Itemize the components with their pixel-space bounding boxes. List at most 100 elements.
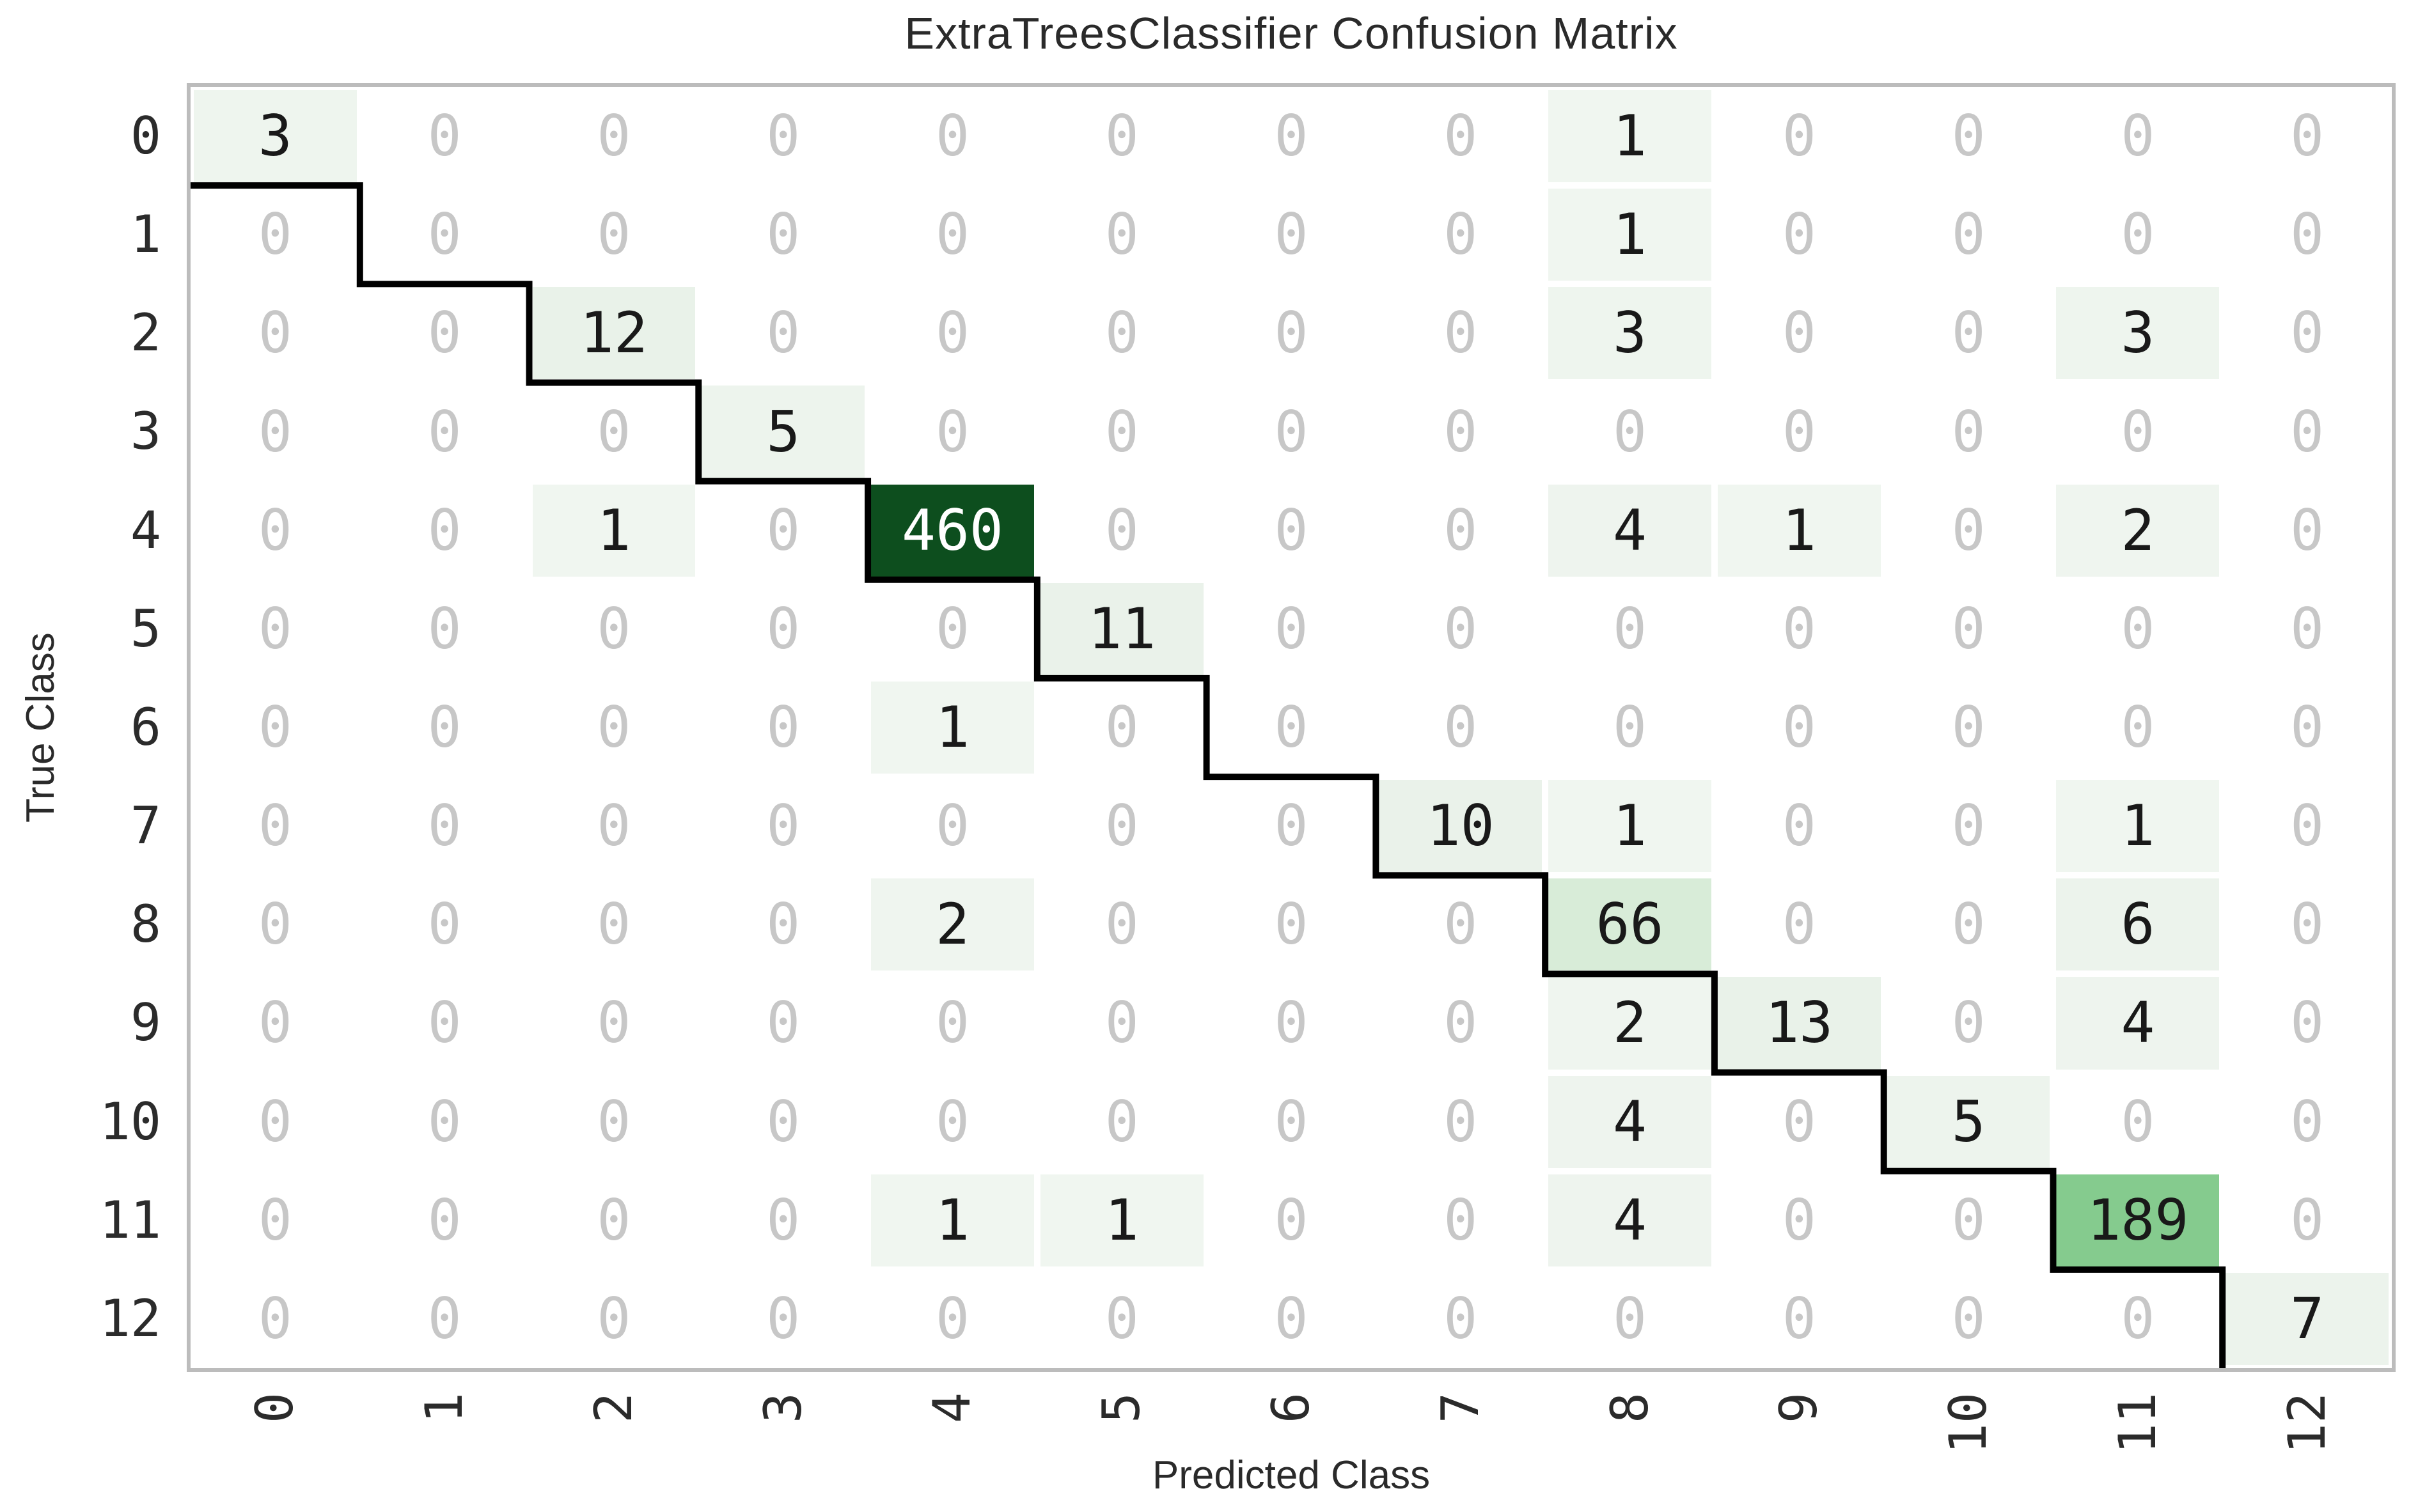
y-tick-label: 7: [130, 796, 161, 856]
matrix-cell: 13: [1714, 974, 1884, 1073]
matrix-cell: 0: [529, 875, 699, 974]
matrix-cell: 0: [529, 1072, 699, 1171]
matrix-cell: 0: [191, 382, 360, 481]
y-tick-label: 5: [130, 598, 161, 659]
plot-area: 3 0 0 0 0 0 0 0 1 0 0 0 0 0 0 0 0 0 0 0 0 1 0 0 0 0 0 0 12 0 0 0 0 0 3 0 0 3 0…: [187, 83, 2396, 1372]
matrix-cell: 0: [529, 678, 699, 777]
x-tick-label-text: 2: [583, 1392, 643, 1424]
matrix-cell: 0: [359, 481, 530, 580]
matrix-cell: 0: [698, 87, 868, 186]
matrix-cell: 0: [529, 1269, 699, 1368]
matrix-cell: 0: [529, 185, 699, 284]
y-tick-label: 3: [130, 401, 161, 462]
matrix-cell: 0: [1545, 678, 1715, 777]
matrix-cell: 0: [359, 382, 530, 481]
matrix-cell: 5: [1883, 1072, 2053, 1171]
matrix-cell: 0: [1883, 875, 2053, 974]
y-tick-label: 12: [99, 1288, 161, 1348]
y-tick-label: 0: [130, 106, 161, 166]
matrix-cell: 0: [868, 284, 1037, 383]
matrix-cell: 0: [1376, 1171, 1546, 1270]
matrix-cell: 0: [2222, 777, 2392, 876]
matrix-cell: 0: [359, 875, 530, 974]
matrix-cell: 0: [1714, 579, 1884, 678]
matrix-cell: 0: [868, 1269, 1037, 1368]
matrix-cell: 5: [698, 382, 868, 481]
matrix-cell: 0: [2222, 87, 2392, 186]
matrix-cell: 0: [2222, 481, 2392, 580]
matrix-cell: 1: [1545, 777, 1715, 876]
matrix-cell: 0: [1376, 875, 1546, 974]
matrix-cell: 0: [2222, 185, 2392, 284]
matrix-cell: 0: [2222, 974, 2392, 1073]
matrix-cell: 0: [191, 1269, 360, 1368]
y-tick-label: 11: [99, 1190, 161, 1250]
matrix-cell: 0: [2053, 579, 2223, 678]
matrix-cell: 0: [1206, 974, 1376, 1073]
matrix-cell: 0: [698, 1269, 868, 1368]
matrix-cell: 0: [1714, 1269, 1884, 1368]
matrix-cell: 0: [359, 974, 530, 1073]
matrix-cell: 0: [529, 974, 699, 1073]
matrix-cell: 0: [1206, 875, 1376, 974]
matrix-cell: 0: [1714, 678, 1884, 777]
matrix-cell: 0: [359, 1171, 530, 1270]
matrix-cell: 0: [1883, 284, 2053, 383]
x-tick-label-text: 12: [2277, 1392, 2337, 1454]
matrix-cell: 0: [1376, 382, 1546, 481]
matrix-cell: 0: [1037, 678, 1207, 777]
matrix-cell: 0: [1037, 284, 1207, 383]
x-tick-label-text: 3: [753, 1392, 813, 1424]
matrix-cell: 4: [1545, 481, 1715, 580]
matrix-cell: 1: [2053, 777, 2223, 876]
matrix-cell: 0: [1037, 382, 1207, 481]
y-tick-label: 4: [130, 500, 161, 560]
matrix-cell: 0: [2053, 185, 2223, 284]
matrix-cell: 6: [2053, 875, 2223, 974]
matrix-cell: 0: [2053, 382, 2223, 481]
matrix-cell: 0: [1376, 87, 1546, 186]
matrix-cell: 0: [1376, 974, 1546, 1073]
matrix-cell: 0: [1883, 87, 2053, 186]
matrix-cell: 1: [1714, 481, 1884, 580]
matrix-cell: 12: [529, 284, 699, 383]
matrix-cell: 0: [1714, 87, 1884, 186]
matrix-cell: 0: [529, 579, 699, 678]
matrix-cell: 0: [868, 185, 1037, 284]
matrix-cell: 0: [698, 1072, 868, 1171]
matrix-cell: 0: [698, 284, 868, 383]
matrix-cell: 0: [2222, 382, 2392, 481]
matrix-cell: 0: [2222, 579, 2392, 678]
matrix-cell: 4: [2053, 974, 2223, 1073]
matrix-cell: 0: [1883, 974, 2053, 1073]
matrix-cell: 0: [2222, 1171, 2392, 1270]
matrix-cell: 0: [698, 875, 868, 974]
matrix-cell: 0: [1376, 678, 1546, 777]
x-tick-label-text: 6: [1261, 1392, 1321, 1424]
matrix-cell: 0: [1206, 382, 1376, 481]
matrix-cell: 0: [1883, 579, 2053, 678]
matrix-cell: 3: [1545, 284, 1715, 383]
matrix-cell: 0: [1037, 481, 1207, 580]
matrix-cell: 0: [868, 1072, 1037, 1171]
matrix-cell: 0: [2053, 87, 2223, 186]
matrix-cell: 0: [191, 974, 360, 1073]
matrix-cell: 0: [1883, 382, 2053, 481]
matrix-cell: 7: [2222, 1269, 2392, 1368]
matrix-cell: 0: [1376, 185, 1546, 284]
matrix-cell: 0: [1714, 777, 1884, 876]
matrix-cell: 0: [191, 875, 360, 974]
matrix-cell: 2: [2053, 481, 2223, 580]
x-tick-label-text: 8: [1599, 1392, 1660, 1424]
matrix-cell: 0: [698, 974, 868, 1073]
matrix-cell: 0: [359, 1269, 530, 1368]
y-tick-label: 8: [130, 894, 161, 955]
matrix-cell: 3: [2053, 284, 2223, 383]
y-tick-label: 6: [130, 697, 161, 757]
x-tick-label-text: 11: [2107, 1392, 2167, 1454]
matrix-cell: 1: [1545, 87, 1715, 186]
y-tick-label: 10: [99, 1091, 161, 1151]
matrix-cell: 0: [359, 1072, 530, 1171]
matrix-cell: 0: [1376, 284, 1546, 383]
